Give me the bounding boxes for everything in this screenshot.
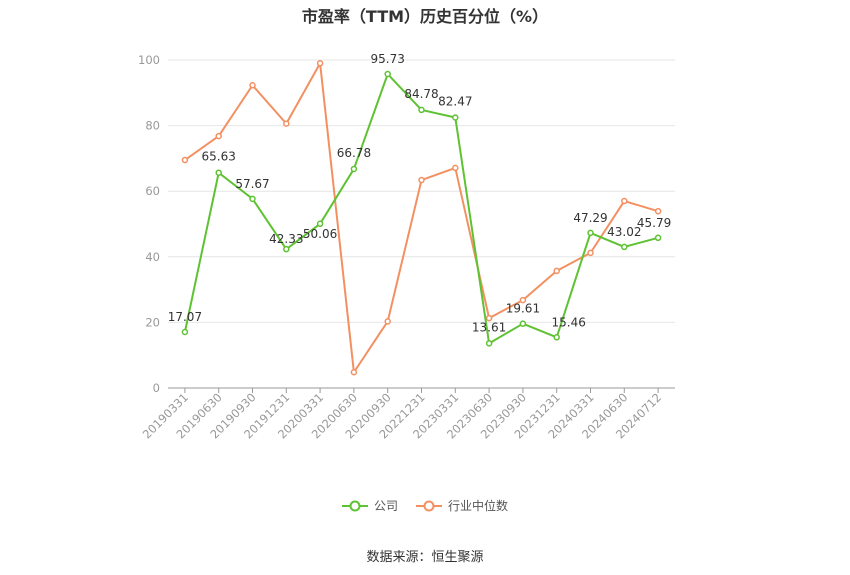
legend: 公司 行业中位数 xyxy=(0,497,850,514)
data-point xyxy=(316,60,324,67)
legend-line-marker-icon xyxy=(341,500,368,511)
data-point xyxy=(418,176,425,184)
data-point xyxy=(654,234,662,242)
y-tick-label: 80 xyxy=(145,119,160,133)
data-point xyxy=(553,267,560,275)
legend-line-marker-icon xyxy=(416,500,442,511)
series-lines xyxy=(181,60,662,376)
data-point xyxy=(215,169,222,176)
data-label: 13.61 xyxy=(472,320,506,334)
data-point xyxy=(249,82,256,89)
data-point xyxy=(485,340,493,347)
data-point xyxy=(452,164,459,172)
grid-lines xyxy=(168,59,675,323)
y-tick-label: 60 xyxy=(145,184,160,198)
data-label: 65.63 xyxy=(202,150,236,164)
data-label: 17.07 xyxy=(168,310,202,324)
data-point xyxy=(519,320,527,327)
y-tick-label: 0 xyxy=(153,381,160,395)
data-point xyxy=(587,249,594,257)
data-point xyxy=(350,165,358,173)
data-point xyxy=(215,132,222,140)
y-tick-label: 20 xyxy=(145,315,160,329)
y-tick-label: 100 xyxy=(138,53,160,67)
y-tick-label: 40 xyxy=(145,250,160,264)
data-label: 82.47 xyxy=(438,94,472,108)
data-label: 42.33 xyxy=(269,232,303,246)
data-point xyxy=(553,334,560,341)
data-point xyxy=(249,195,256,203)
data-point xyxy=(316,220,324,228)
legend-item-company[interactable]: 公司 xyxy=(341,497,398,514)
data-point xyxy=(452,114,459,121)
data-point xyxy=(621,243,628,251)
data-label: 50.06 xyxy=(303,227,337,241)
data-point xyxy=(384,318,391,325)
data-label: 47.29 xyxy=(573,211,607,225)
data-label: 66.78 xyxy=(337,146,371,160)
data-point xyxy=(384,70,391,78)
data-point xyxy=(350,369,358,376)
legend-label-industry-median: 行业中位数 xyxy=(448,499,509,513)
data-point xyxy=(181,156,189,164)
data-label: 57.67 xyxy=(235,177,269,191)
data-point xyxy=(283,120,290,127)
data-point xyxy=(283,245,290,253)
data-point xyxy=(485,314,493,322)
data-label: 43.02 xyxy=(607,225,641,239)
data-label: 19.61 xyxy=(506,302,540,316)
legend-item-industry-median[interactable]: 行业中位数 xyxy=(416,497,508,514)
data-label: 95.73 xyxy=(371,52,405,66)
source-note: 数据来源：恒生聚源 xyxy=(366,550,484,565)
data-point xyxy=(621,197,628,205)
legend-label-company: 公司 xyxy=(373,499,398,513)
data-labels: 17.07 65.63 57.67 42.33 50.06 66.78 95.73 84.78… xyxy=(168,52,672,334)
data-point xyxy=(418,106,425,114)
chart-title: 市盈率（TTM）历史百分位（%） xyxy=(301,7,549,26)
series-line-company xyxy=(183,73,659,345)
data-point xyxy=(654,207,662,215)
data-point xyxy=(587,229,594,237)
data-label: 15.46 xyxy=(552,315,586,329)
data-label: 84.78 xyxy=(404,87,438,101)
data-point xyxy=(181,328,189,336)
data-label: 45.79 xyxy=(637,216,671,230)
data-point xyxy=(519,296,527,304)
